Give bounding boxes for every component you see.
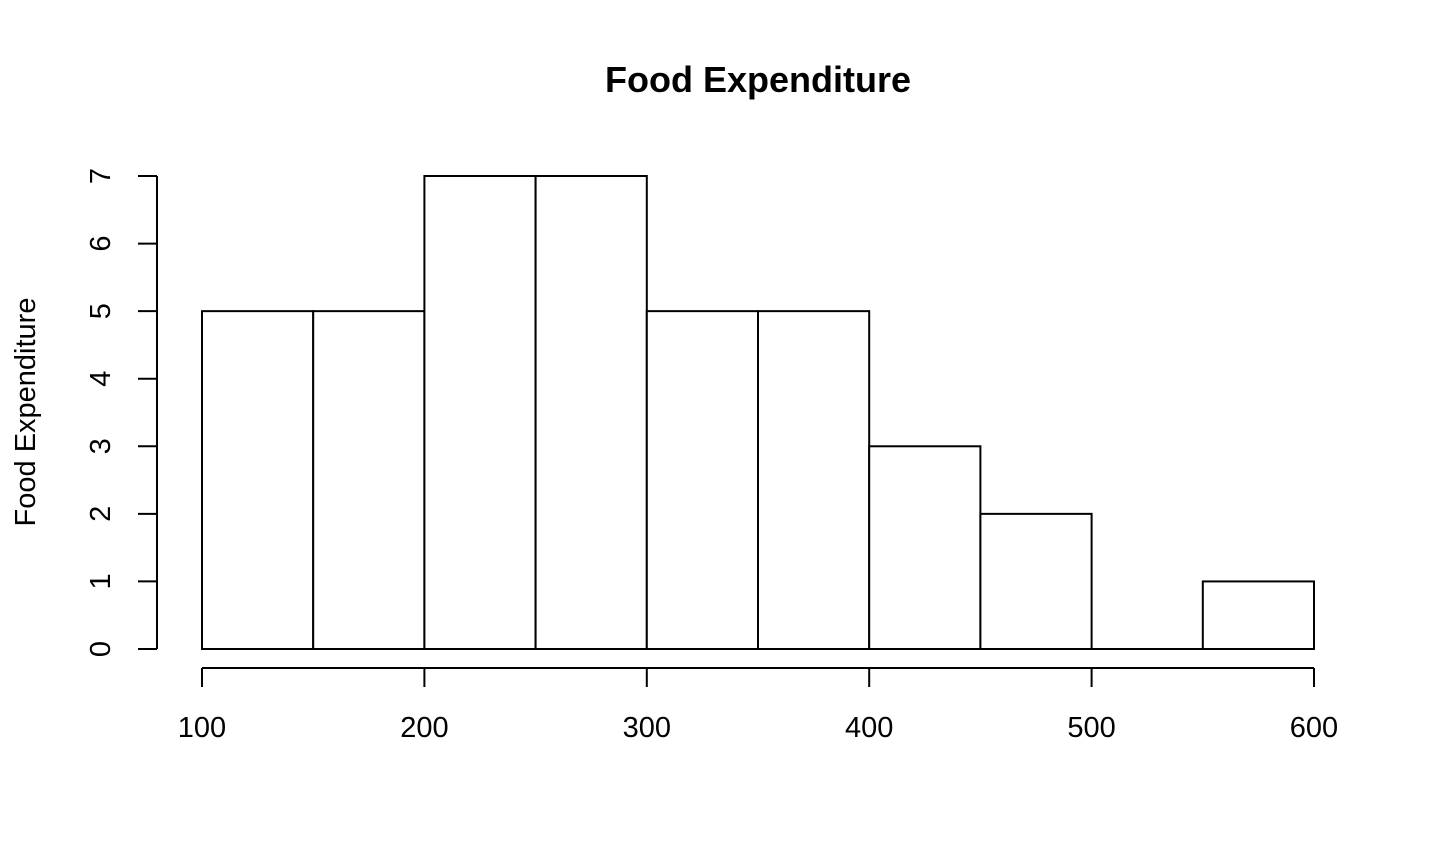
x-tick-label: 600 (1290, 712, 1338, 744)
y-tick-label: 1 (85, 573, 117, 589)
y-tick-label: 4 (85, 371, 117, 387)
histogram-bar (1201, 580, 1316, 651)
x-tick-label: 500 (1067, 712, 1115, 744)
y-tick-label: 7 (85, 168, 117, 184)
histogram-bar (534, 175, 648, 650)
y-axis-label: Food Expenditure (10, 298, 42, 527)
x-tick-label: 300 (623, 712, 671, 744)
histogram-bar (757, 310, 871, 650)
y-tick-label: 2 (85, 506, 117, 522)
histogram-bar (201, 310, 315, 650)
y-axis: 0 1 2 3 4 5 6 7 (85, 168, 158, 657)
x-tick-label: 100 (178, 712, 226, 744)
histogram-bar (423, 175, 537, 650)
x-tick-label: 400 (845, 712, 893, 744)
y-tick-label: 5 (85, 303, 117, 319)
histogram-bar (868, 445, 982, 650)
y-tick-label: 6 (85, 236, 117, 252)
chart-title: Food Expenditure (605, 59, 911, 100)
y-tick-label: 0 (85, 641, 117, 657)
y-tick-label: 3 (85, 438, 117, 454)
x-tick-label: 200 (400, 712, 448, 744)
bars-group (201, 175, 1316, 651)
histogram-bar (645, 310, 759, 650)
x-axis: 100 200 300 400 500 600 (178, 667, 1338, 744)
histogram-bar (979, 512, 1093, 650)
histogram-bar (312, 310, 426, 650)
